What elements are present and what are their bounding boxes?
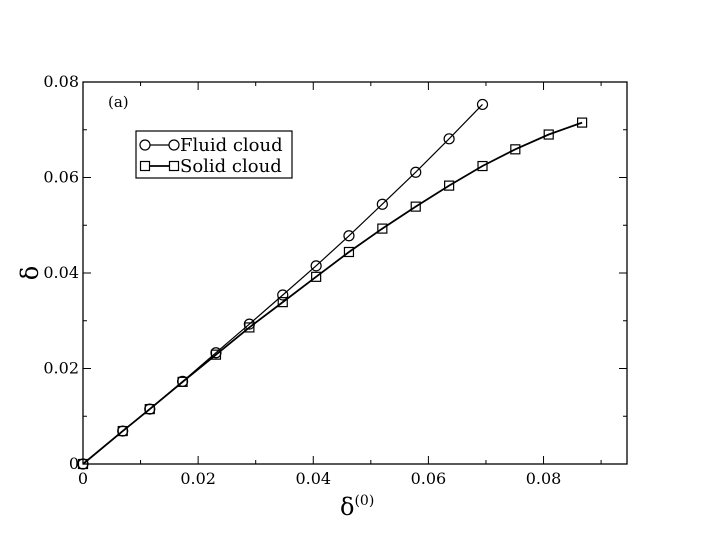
- data-point-square: [477, 160, 488, 172]
- y-tick-label: 0.08: [43, 72, 79, 91]
- data-point-square: [377, 223, 388, 234]
- x-axis-title-superscript: (0): [354, 493, 374, 509]
- data-point-square: [343, 246, 355, 258]
- y-tick-label: 0.02: [43, 359, 79, 378]
- legend-marker-circle: [168, 139, 180, 151]
- panel-label: (a): [108, 93, 129, 111]
- data-point-square: [543, 129, 554, 140]
- x-tick-label: 0: [78, 469, 88, 488]
- data-point-square: [117, 425, 128, 437]
- legend-box: [135, 130, 293, 179]
- series-square: [77, 117, 588, 470]
- data-point-circle: [343, 230, 355, 242]
- series-layer: [77, 98, 588, 470]
- data-point-square: [576, 117, 588, 128]
- data-point-circle: [310, 260, 322, 272]
- series-line: [82, 121, 583, 465]
- y-tick-label: 0.06: [43, 168, 79, 187]
- legend-marker-circle: [139, 139, 151, 151]
- y-tick-label: 0.04: [43, 263, 79, 282]
- y-tick-label: 0: [69, 454, 79, 473]
- data-point-square: [444, 180, 455, 191]
- data-point-square: [277, 297, 288, 308]
- data-point-square: [210, 349, 222, 360]
- axes: 0 0.02 0.04 0.06 0.08 0 0.02 0.04 0.06 0.08: [43, 72, 628, 488]
- data-point-circle: [410, 166, 422, 178]
- x-axis-title: δ(0): [340, 493, 374, 521]
- x-axis-title-base: δ: [340, 493, 354, 521]
- legend-marker-square: [139, 160, 151, 172]
- data-point-square: [177, 376, 188, 387]
- data-point-square: [244, 322, 255, 333]
- legend-marker-square: [168, 160, 180, 172]
- data-point-circle: [476, 98, 489, 111]
- y-axis-title: δ: [16, 266, 44, 280]
- legend-label: Fluid cloud: [180, 135, 283, 156]
- data-point-square: [311, 271, 322, 282]
- x-tick-label: 0.06: [411, 469, 447, 488]
- data-point-square: [144, 403, 155, 415]
- legend-label: Solid cloud: [180, 156, 282, 177]
- data-point-square: [510, 144, 521, 155]
- data-point-circle: [277, 289, 289, 301]
- data-point-circle: [443, 133, 455, 145]
- x-tick-label: 0.08: [526, 469, 562, 488]
- x-tick-label: 0.02: [180, 469, 216, 488]
- x-tick-label: 0.04: [295, 469, 331, 488]
- data-point-circle: [376, 198, 388, 210]
- data-point-square: [410, 201, 421, 212]
- data-point-square: [77, 458, 89, 470]
